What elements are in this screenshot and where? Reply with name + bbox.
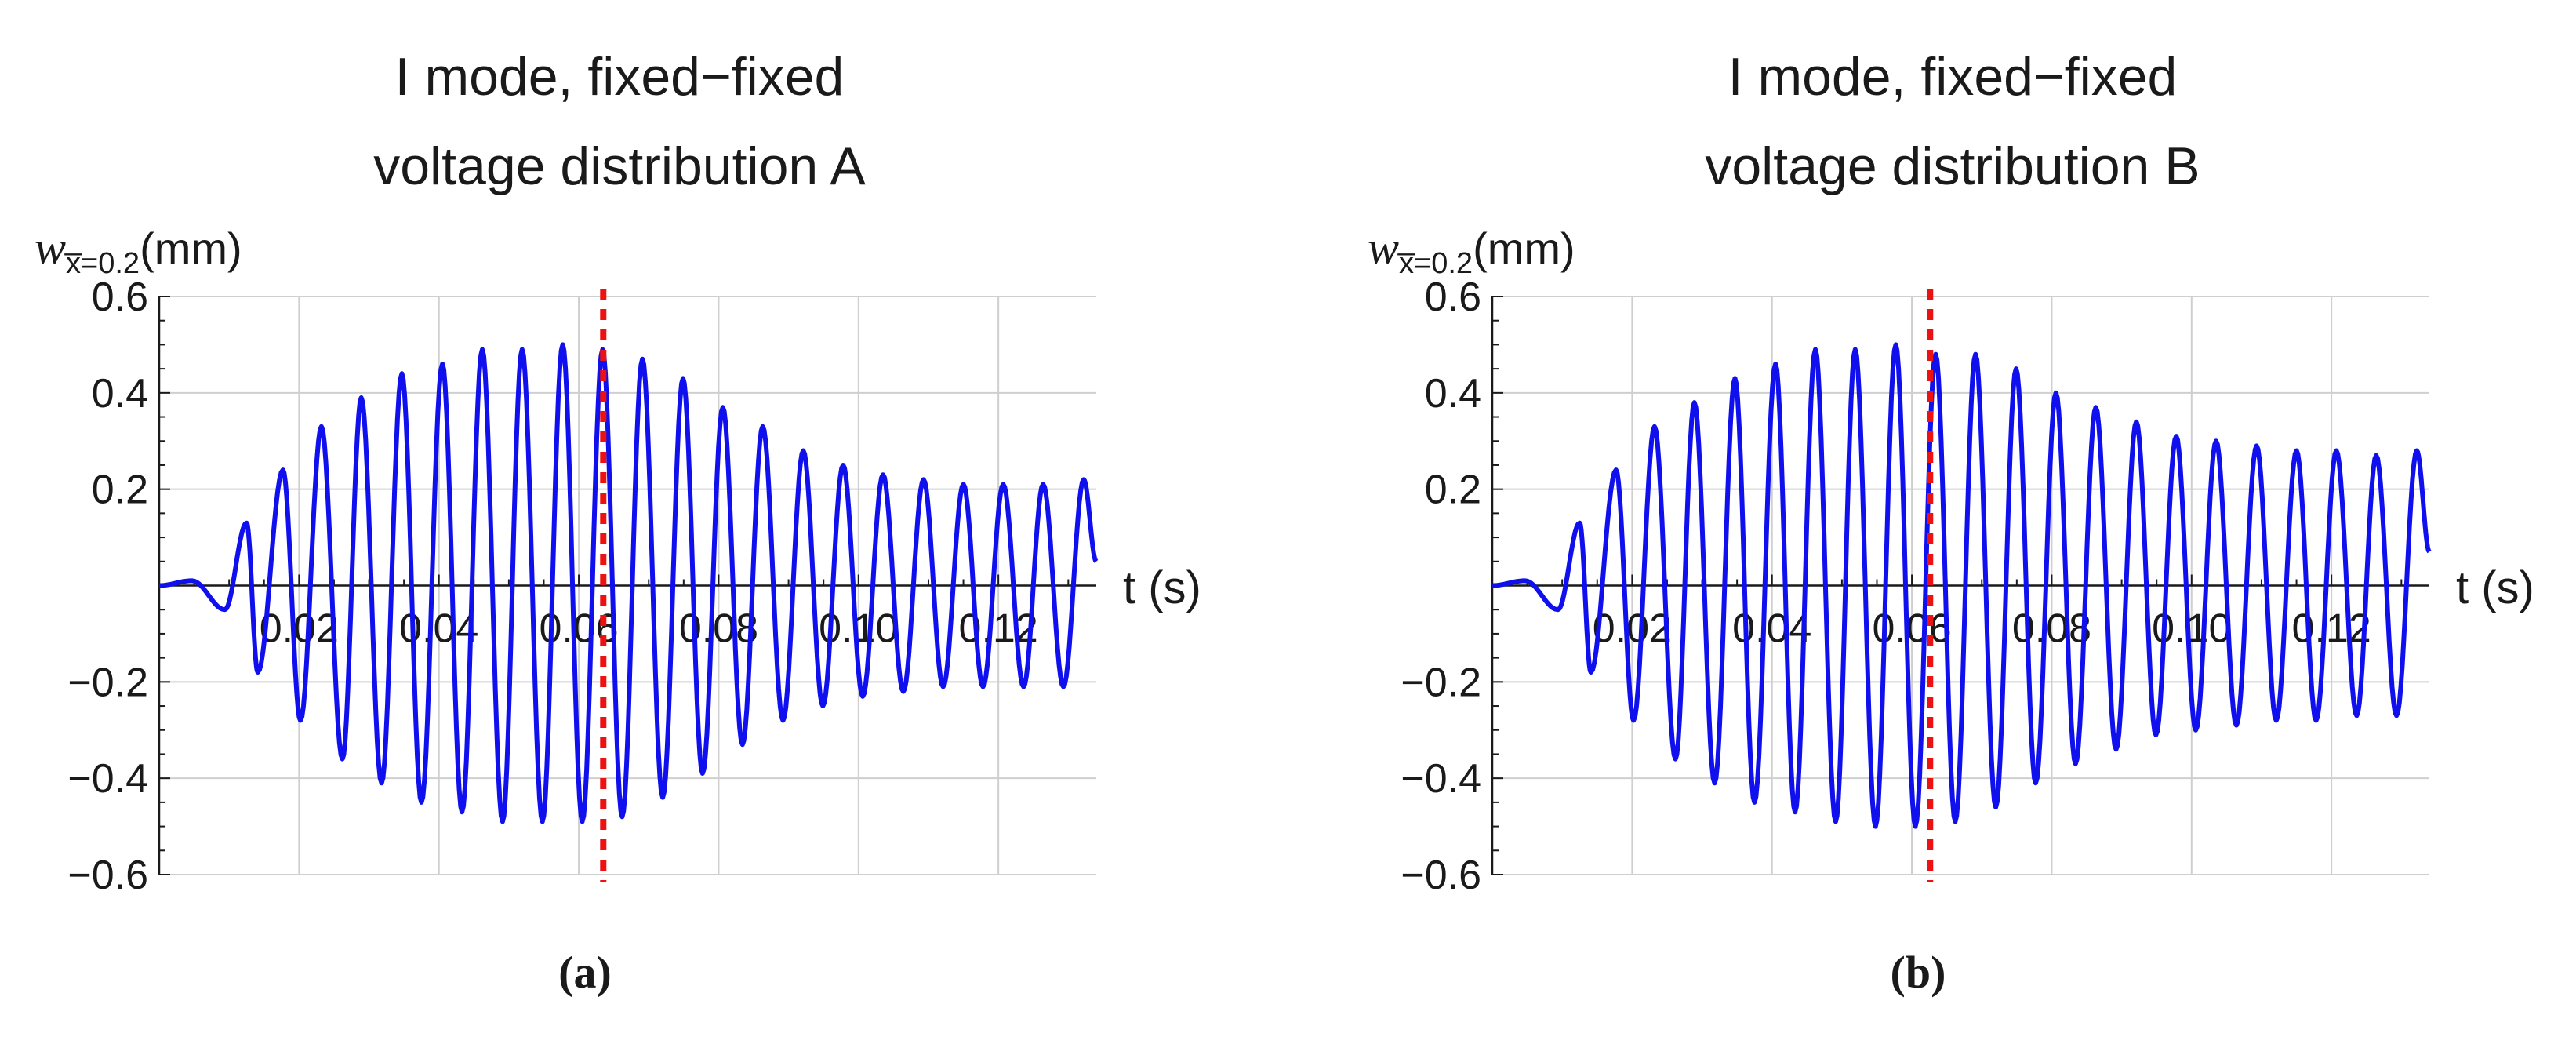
chart-a-title: I mode, fixed−fixed [394,47,845,107]
chart-a-x-tick-label: 0.12 [959,606,1038,652]
chart-b-y-unit: (mm) [1473,224,1575,273]
chart-b-caption: (b) [1890,947,1946,998]
chart-b-y-tick-label: 0.6 [1425,275,1481,320]
chart-a-y-tick-label: 0.6 [92,275,148,320]
chart-b-plot: −0.6−0.4−0.20.20.40.60.02 0.04 0.06 0.08 0.1… [1401,275,2432,898]
chart-b-y-symbol: w [1368,222,1400,274]
chart-a-y-symbol: w [35,222,67,274]
chart-a-y-tick-label: −0.6 [67,853,148,898]
chart-a-x-axis-label: t (s) [1123,562,1201,613]
chart-a-series-line [158,342,1099,824]
chart-b-y-tick-label: 0.2 [1425,467,1481,513]
chart-b-y-tick-label: −0.4 [1401,756,1481,802]
chart-a-y-tick-label: −0.4 [67,756,148,802]
chart-b-x-axis-label: t (s) [2456,562,2534,613]
chart-b-y-subscript: x̅=0.2 [1399,247,1473,280]
chart-a-y-unit: (mm) [140,224,242,273]
chart-a-x-tick-label: 0.08 [679,606,758,652]
chart-a-y-subscript: x̅=0.2 [66,247,140,280]
chart-b-y-axis-label: wx̅=0.2(mm) [1368,222,1575,280]
chart-a-subtitle: voltage distribution A [373,136,866,196]
chart-b-series-line [1491,342,2432,829]
chart-b-y-tick-label: −0.2 [1401,660,1481,705]
chart-b-y-tick-label: −0.6 [1401,853,1481,898]
chart-a-y-tick-label: −0.2 [67,660,148,705]
chart-a-y-axis-label: wx̅=0.2(mm) [35,222,242,280]
chart-b-subtitle: voltage distribution B [1705,136,2200,196]
chart-b-title: I mode, fixed−fixed [1728,47,2178,107]
chart-a-y-tick-label: 0.4 [92,371,148,417]
chart-a-y-tick-label: 0.2 [92,467,148,513]
chart-b-y-tick-label: 0.4 [1425,371,1481,417]
chart-a-plot: −0.6−0.4−0.20.20.40.60.02 0.04 0.06 0.08 0.1… [67,275,1099,898]
chart-a-x-tick-label: 0.02 [260,606,339,652]
chart-b-x-tick-label: 0.08 [2012,606,2091,652]
chart-b-x-tick-label: 0.02 [1593,606,1672,652]
chart-a-caption: (a) [558,947,612,998]
chart-b-x-tick-label: 0.12 [2292,606,2371,652]
